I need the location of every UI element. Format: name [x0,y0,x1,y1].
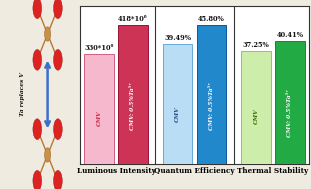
Bar [85,54,114,164]
Circle shape [53,49,62,70]
Text: CMV: CMV [97,110,102,126]
Circle shape [53,170,62,189]
Text: 37.25%: 37.25% [243,41,269,49]
Circle shape [53,119,62,139]
Text: Ta replaces V: Ta replaces V [20,73,25,116]
Text: 330*10⁶: 330*10⁶ [85,44,114,52]
Bar [241,51,271,164]
Bar [275,41,304,164]
Circle shape [33,49,42,70]
Text: 418*10⁶: 418*10⁶ [118,15,148,23]
Text: 45.80%: 45.80% [198,15,225,23]
Circle shape [44,148,51,162]
Text: 39.49%: 39.49% [164,34,191,42]
Text: CMV: CMV [253,109,259,125]
Circle shape [33,119,42,139]
Circle shape [33,170,42,189]
Text: CMV: 0.5%Ta⁵⁺: CMV: 0.5%Ta⁵⁺ [287,88,292,137]
Bar [197,25,226,164]
Circle shape [53,0,62,19]
Text: CMV: 0.5%Ta⁵⁺: CMV: 0.5%Ta⁵⁺ [209,81,214,130]
Circle shape [44,27,51,41]
Bar [118,25,148,164]
Text: CMV: 0.5%Ta⁵⁺: CMV: 0.5%Ta⁵⁺ [130,81,136,130]
Text: CMV: CMV [175,106,180,122]
Circle shape [33,0,42,19]
Bar [163,44,193,164]
Text: 40.41%: 40.41% [276,31,303,39]
